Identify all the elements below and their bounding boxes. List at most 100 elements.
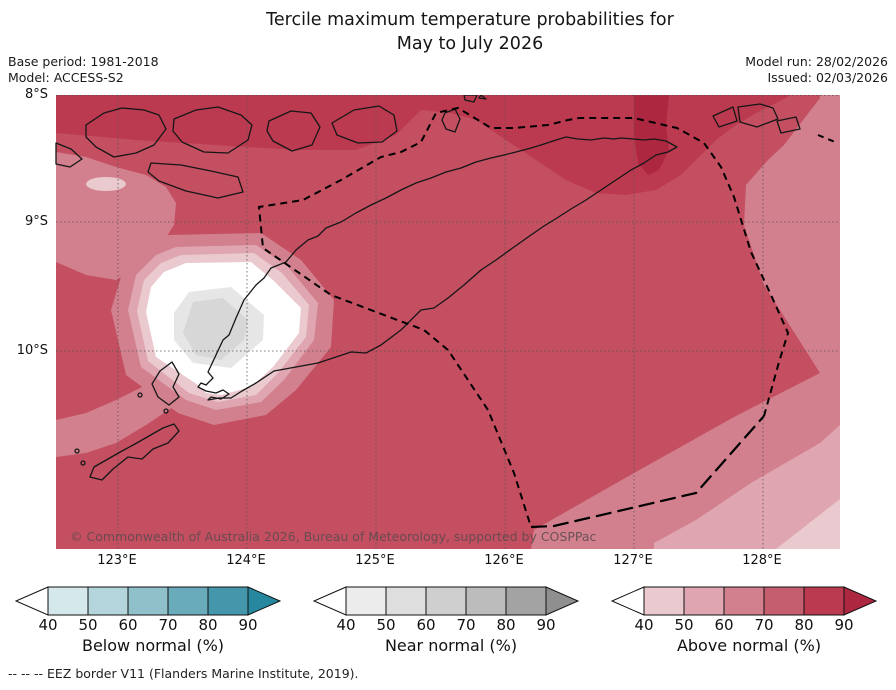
colorbar-segment bbox=[425, 586, 467, 616]
near-normal-grey-50-60 bbox=[183, 298, 248, 360]
colorbar-below-normal-label: Below normal (%) bbox=[81, 636, 225, 655]
colorbar-segment bbox=[683, 586, 725, 616]
colorbar-tick-label: 70 bbox=[754, 616, 774, 634]
colorbar-tick-label: 90 bbox=[238, 616, 258, 634]
eez-border-longdash bbox=[530, 415, 765, 529]
colorbar-below-normal: 40 50 60 70 80 90 Below normal (%) bbox=[8, 586, 308, 655]
eez-border-dashed bbox=[257, 106, 790, 528]
y-tick-label: 9°S bbox=[24, 214, 48, 229]
colorbar-below-normal-svg bbox=[14, 586, 282, 616]
colorbar-above-normal: 40 50 60 70 80 90 Above normal (%) bbox=[604, 586, 896, 655]
graticule bbox=[56, 95, 840, 549]
colorbar-left-arrow bbox=[14, 586, 49, 616]
coast-top-fragment-2 bbox=[478, 95, 487, 100]
colorbar-above-normal-ticks: 40 50 60 70 80 90 bbox=[604, 616, 894, 634]
contour-above-90-patch bbox=[634, 95, 669, 175]
coast-pantar bbox=[266, 110, 321, 152]
base-period-label: Base period: 1981-2018 bbox=[8, 54, 159, 69]
coastlines bbox=[55, 95, 801, 481]
coast-island-a bbox=[85, 107, 167, 158]
coast-romang-b bbox=[737, 103, 779, 128]
x-tick-label: 123°E bbox=[97, 553, 137, 568]
colorbar-segment bbox=[803, 586, 845, 616]
colorbar-near-normal-ticks: 40 50 60 70 80 90 bbox=[306, 616, 596, 634]
contour-above-50-60-corner bbox=[654, 425, 840, 549]
issued-label: Issued: 02/03/2026 bbox=[767, 69, 889, 85]
colorbar-right-arrow bbox=[247, 586, 282, 616]
colorbar-segment bbox=[385, 586, 427, 616]
meta-left: Base period: 1981-2018 Model: ACCESS-S2 bbox=[8, 54, 159, 85]
colorbar-right-arrow bbox=[545, 586, 580, 616]
title-line-1: Tercile maximum temperature probabilitie… bbox=[266, 10, 674, 30]
meta-right: Model run: 28/02/2026 Issued: 02/03/2026 bbox=[745, 54, 888, 85]
x-tick-label: 124°E bbox=[226, 553, 266, 568]
colorbar-segment bbox=[763, 586, 805, 616]
eez-border-fragment bbox=[817, 134, 836, 143]
colorbar-left-arrow bbox=[312, 586, 347, 616]
coast-romang-a bbox=[712, 106, 738, 128]
colorbar-below-normal-ticks: 40 50 60 70 80 90 bbox=[8, 616, 298, 634]
colorbar-near-normal: 40 50 60 70 80 90 Near normal (%) bbox=[306, 586, 606, 655]
map-area: © Commonwealth of Australia 2026, Bureau… bbox=[55, 95, 841, 549]
colorbar-tick-label: 50 bbox=[376, 616, 396, 634]
colorbar-tick-label: 40 bbox=[38, 616, 58, 634]
coast-semau bbox=[151, 361, 180, 406]
colorbar-tick-label: 60 bbox=[416, 616, 436, 634]
colorbar-tick-label: 50 bbox=[674, 616, 694, 634]
x-tick-label: 126°E bbox=[484, 553, 524, 568]
coast-flores-fragment bbox=[55, 142, 83, 168]
colorbar-tick-label: 60 bbox=[714, 616, 734, 634]
coast-top-fragment-1 bbox=[463, 95, 478, 103]
coast-islet-3 bbox=[74, 448, 80, 454]
x-tick-label: 127°E bbox=[613, 553, 653, 568]
colorbar-near-normal-label: Near normal (%) bbox=[384, 636, 518, 655]
colorbar-segment bbox=[207, 586, 249, 616]
coast-alor bbox=[331, 105, 398, 144]
y-tick-label: 8°S bbox=[24, 87, 48, 102]
coast-islet-4 bbox=[80, 460, 86, 466]
contour-above-80-90-top-band bbox=[56, 95, 791, 195]
model-label: Model: ACCESS-S2 bbox=[8, 69, 124, 85]
colorbar-tick-label: 70 bbox=[158, 616, 178, 634]
colorbar-tick-label: 50 bbox=[78, 616, 98, 634]
colorbar-segment bbox=[345, 586, 387, 616]
model-run-label: Model run: 28/02/2026 bbox=[745, 54, 888, 69]
colorbar-tick-label: 90 bbox=[536, 616, 556, 634]
title-line-2: May to July 2026 bbox=[396, 34, 544, 54]
colorbar-near-normal-svg bbox=[312, 586, 580, 616]
colorbar-tick-label: 80 bbox=[496, 616, 516, 634]
contour-above-40-50-spot bbox=[86, 177, 126, 191]
colorbar-tick-label: 90 bbox=[834, 616, 854, 634]
colorbar-above-normal-label: Above normal (%) bbox=[676, 636, 822, 655]
coast-romang-c bbox=[776, 116, 801, 134]
y-tick-label: 10°S bbox=[16, 343, 48, 358]
colorbar-tick-label: 60 bbox=[118, 616, 138, 634]
coast-island-b2 bbox=[147, 162, 244, 199]
colorbar-segment bbox=[87, 586, 129, 616]
colorbar-segment bbox=[465, 586, 507, 616]
x-tick-label: 125°E bbox=[355, 553, 395, 568]
colorbar-left-arrow bbox=[610, 586, 645, 616]
colorbar-segment bbox=[505, 586, 547, 616]
map-canvas: © Commonwealth of Australia 2026, Bureau… bbox=[55, 95, 840, 549]
eez-border bbox=[257, 106, 836, 529]
colorbar-tick-label: 70 bbox=[456, 616, 476, 634]
colorbar-segment bbox=[127, 586, 169, 616]
eez-footnote: -- -- -- EEZ border V11 (Flanders Marine… bbox=[8, 666, 359, 681]
x-tick-label: 128°E bbox=[742, 553, 782, 568]
contour-above-40-50-corner bbox=[776, 499, 840, 549]
colorbar-segment bbox=[47, 586, 89, 616]
colorbar-segment bbox=[167, 586, 209, 616]
coast-island-b bbox=[172, 106, 253, 154]
page-title: Tercile maximum temperature probabilitie… bbox=[70, 8, 870, 56]
colorbar-tick-label: 40 bbox=[634, 616, 654, 634]
copyright-text: © Commonwealth of Australia 2026, Bureau… bbox=[70, 529, 596, 544]
colorbar-segment bbox=[643, 586, 685, 616]
coast-islet-2 bbox=[163, 408, 169, 414]
colorbar-above-normal-svg bbox=[610, 586, 878, 616]
coast-timor bbox=[197, 136, 678, 401]
colorbar-right-arrow bbox=[843, 586, 878, 616]
coast-islet-1 bbox=[137, 392, 143, 398]
colorbar-tick-label: 80 bbox=[794, 616, 814, 634]
